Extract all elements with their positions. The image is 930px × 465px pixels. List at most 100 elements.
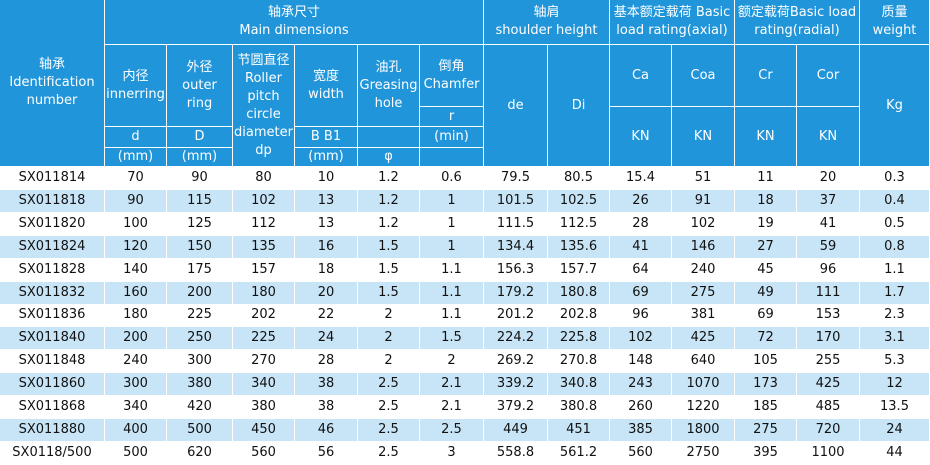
table-cell: SX011832 [0,281,105,305]
header-cell: (mm) [295,148,358,167]
table-cell: 379.2 [484,396,548,420]
table-cell: 380 [233,396,295,420]
table-cell: 112.5 [548,212,610,236]
table-cell: 500 [167,419,233,443]
table-cell: 1.2 [358,212,420,236]
header-cell: de [484,45,548,167]
table-cell: 425 [672,327,735,351]
table-cell: 202 [233,304,295,328]
table-cell: 20 [797,167,860,190]
table-cell: 0.5 [860,212,930,236]
table-cell: 385 [610,419,672,443]
table-cell: 80 [233,167,295,190]
table-cell: 28 [295,350,358,374]
table-cell: 90 [105,189,167,213]
table-cell: 240 [105,350,167,374]
table-cell: 20 [295,281,358,305]
table-cell: 200 [105,327,167,351]
table-cell: 1100 [797,442,860,465]
table-cell: 96 [797,258,860,282]
table-cell: 200 [167,281,233,305]
table-cell: 16 [295,235,358,259]
header-cell: φ [358,148,420,167]
table-cell: 201.2 [484,304,548,328]
table-cell: 38 [295,396,358,420]
table-cell: 180.8 [548,281,610,305]
header-cell: 倒角 Chamfer [420,45,484,107]
table-cell: 2.5 [358,419,420,443]
table-cell: 24 [860,419,930,443]
header-cell: (mm) [105,148,167,167]
header-cell: d [105,127,167,148]
header-cell: 轴承尺寸 Main dimensions [105,0,484,45]
table-cell: 2750 [672,442,735,465]
table-cell: 395 [735,442,797,465]
table-cell: 37 [797,189,860,213]
table-cell: 102 [672,212,735,236]
table-cell: 300 [167,350,233,374]
table-cell: 112 [233,212,295,236]
table-cell: 2.5 [358,396,420,420]
table-cell: 260 [610,396,672,420]
table-cell: 380 [167,373,233,397]
table-cell: 0.3 [860,167,930,190]
header-cell: Kg [860,45,930,167]
table-cell: 1.2 [358,189,420,213]
table-cell: 170 [797,327,860,351]
table-cell: 0.6 [420,167,484,190]
header-cell: 外径 outer ring [167,45,233,127]
table-cell: 111.5 [484,212,548,236]
table-cell: 180 [105,304,167,328]
header-cell: 节圆直径 Roller pitch circle diameter dp [233,45,295,167]
header-cell: 基本额定载荷 Basic load rating(axial) [610,0,735,45]
table-cell: 45 [735,258,797,282]
table-cell: 1.1 [420,304,484,328]
header-cell: KN [672,107,735,167]
table-cell: 381 [672,304,735,328]
table-cell: 173 [735,373,797,397]
table-cell: 451 [548,419,610,443]
table-cell: 1.7 [860,281,930,305]
table-cell: 11 [735,167,797,190]
table-cell: 15.4 [610,167,672,190]
table-cell: 3 [420,442,484,465]
header-cell [420,148,484,167]
table-cell: 561.2 [548,442,610,465]
header-cell: 油孔 Greasing hole [358,45,420,127]
table-cell: 135.6 [548,235,610,259]
table-cell: 225 [233,327,295,351]
table-cell: 13 [295,189,358,213]
table-cell: 270 [233,350,295,374]
header-cell: B B1 [295,127,358,148]
table-cell: 558.8 [484,442,548,465]
table-cell: 1.5 [358,258,420,282]
header-cell: 质量 weight [860,0,930,45]
table-cell: 148 [610,350,672,374]
header-cell [358,127,420,148]
table-cell: SX011836 [0,304,105,328]
table-cell: 400 [105,419,167,443]
table-cell: 450 [233,419,295,443]
header-cell: 轴承 Identification number [0,0,105,167]
table-cell: 2 [358,327,420,351]
table-cell: 28 [610,212,672,236]
header-cell: Coa [672,45,735,107]
table-cell: 157 [233,258,295,282]
table-cell: 140 [105,258,167,282]
table-cell: 22 [295,304,358,328]
table-cell: 1.1 [860,258,930,282]
table-cell: SX011828 [0,258,105,282]
table-cell: 18 [735,189,797,213]
table-cell: 340 [233,373,295,397]
table-cell: 185 [735,396,797,420]
table-cell: 12 [860,373,930,397]
table-cell: 79.5 [484,167,548,190]
table-cell: 19 [735,212,797,236]
table-cell: 2 [358,304,420,328]
table-cell: SX0118/500 [0,442,105,465]
table-cell: 485 [797,396,860,420]
table-cell: 2.5 [420,419,484,443]
table-cell: 69 [735,304,797,328]
table-cell: 91 [672,189,735,213]
table-cell: 240 [672,258,735,282]
